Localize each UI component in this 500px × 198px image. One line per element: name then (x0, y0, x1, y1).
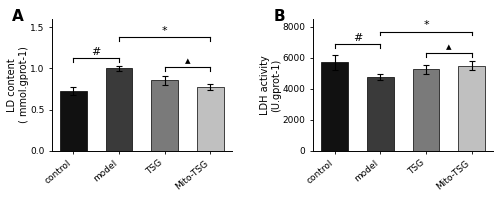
Y-axis label: LDH activity
(U.gprot-1): LDH activity (U.gprot-1) (260, 55, 281, 115)
Bar (412, 69, 439, 151)
Text: #: # (92, 47, 101, 57)
Bar (367, 77, 394, 151)
Bar (152, 80, 178, 151)
Text: #: # (353, 33, 362, 43)
Text: *: * (423, 20, 429, 30)
Bar (60, 91, 86, 151)
Bar (106, 69, 132, 151)
Text: B: B (274, 9, 285, 24)
Y-axis label: LD content
( mmol.gprot-1): LD content ( mmol.gprot-1) (7, 47, 28, 123)
Text: ▴: ▴ (446, 42, 452, 52)
Text: ▴: ▴ (184, 56, 190, 66)
Bar (322, 63, 348, 151)
Text: *: * (162, 26, 168, 36)
Text: A: A (12, 9, 24, 24)
Bar (458, 66, 485, 151)
Bar (197, 87, 224, 151)
